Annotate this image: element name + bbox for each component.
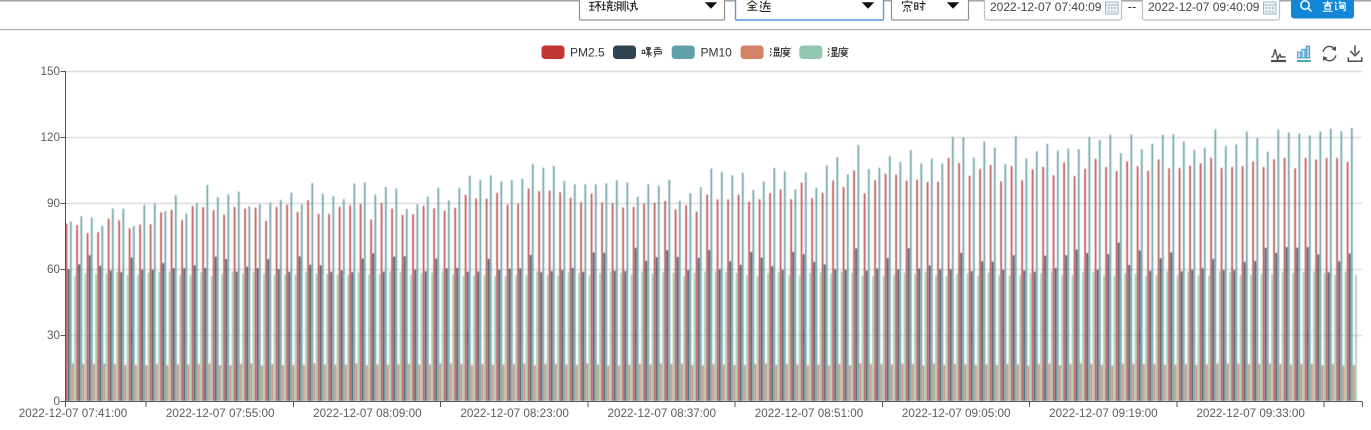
svg-text:PM10: PM10: [701, 46, 733, 60]
svg-text:0: 0: [53, 395, 60, 408]
svg-text:150: 150: [40, 65, 60, 78]
svg-text:120: 120: [40, 131, 60, 144]
svg-text:60: 60: [47, 263, 61, 276]
svg-text:2022-12-07 09:19:00: 2022-12-07 09:19:00: [1049, 407, 1158, 420]
svg-text:2022-12-07 07:40:09: 2022-12-07 07:40:09: [990, 0, 1102, 14]
svg-text:2022-12-07 07:41:00: 2022-12-07 07:41:00: [19, 407, 128, 420]
svg-text:PM2.5: PM2.5: [570, 46, 605, 60]
svg-text:2022-12-07 08:51:00: 2022-12-07 08:51:00: [755, 407, 864, 420]
svg-text:2022-12-07 08:09:00: 2022-12-07 08:09:00: [313, 407, 422, 420]
svg-text:90: 90: [47, 197, 61, 210]
svg-text:2022-12-07 09:33:00: 2022-12-07 09:33:00: [1196, 407, 1305, 420]
svg-text:2022-12-07 09:05:00: 2022-12-07 09:05:00: [902, 407, 1011, 420]
svg-text:30: 30: [47, 329, 61, 342]
svg-text:--: --: [1128, 0, 1137, 14]
svg-text:2022-12-07 08:37:00: 2022-12-07 08:37:00: [608, 407, 717, 420]
svg-text:2022-12-07 08:23:00: 2022-12-07 08:23:00: [460, 407, 569, 420]
svg-text:2022-12-07 09:40:09: 2022-12-07 09:40:09: [1148, 0, 1260, 14]
svg-text:2022-12-07 07:55:00: 2022-12-07 07:55:00: [166, 407, 275, 420]
